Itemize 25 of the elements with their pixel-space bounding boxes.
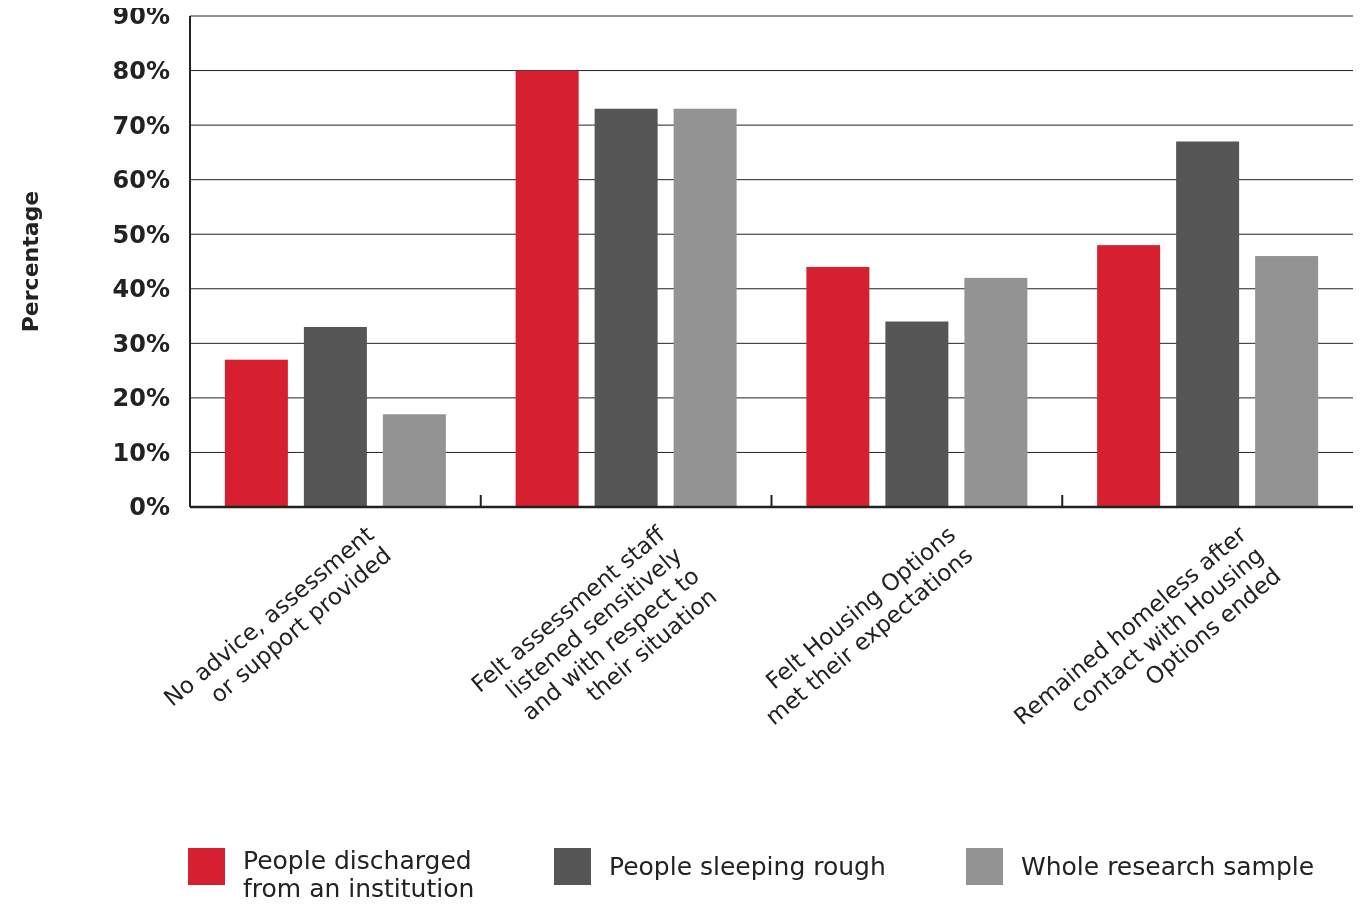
y-tick-label: 50% bbox=[112, 220, 170, 249]
bar bbox=[594, 108, 658, 507]
bar bbox=[1097, 245, 1161, 507]
bar bbox=[515, 70, 579, 507]
legend-label: People discharged from an institution bbox=[243, 846, 475, 903]
y-tick-label: 20% bbox=[112, 384, 170, 413]
y-tick-label: 40% bbox=[112, 275, 170, 304]
bar bbox=[673, 108, 737, 507]
bar bbox=[224, 359, 288, 507]
y-tick-label: 80% bbox=[112, 56, 170, 85]
bar bbox=[303, 326, 367, 507]
bar bbox=[1255, 256, 1319, 507]
bar bbox=[1176, 141, 1240, 507]
y-tick-label: 30% bbox=[112, 329, 170, 358]
bar bbox=[806, 266, 870, 507]
bar bbox=[382, 414, 446, 507]
y-tick-label: 10% bbox=[112, 438, 170, 467]
y-tick-label: 70% bbox=[112, 111, 170, 140]
legend-label: Whole research sample bbox=[1021, 852, 1315, 881]
bar bbox=[885, 321, 949, 507]
legend-label: People sleeping rough bbox=[609, 852, 886, 881]
bar bbox=[964, 277, 1028, 507]
y-tick-label: 60% bbox=[112, 166, 170, 195]
y-tick-label: 0% bbox=[129, 493, 170, 522]
y-axis-title: Percentage bbox=[18, 190, 43, 333]
